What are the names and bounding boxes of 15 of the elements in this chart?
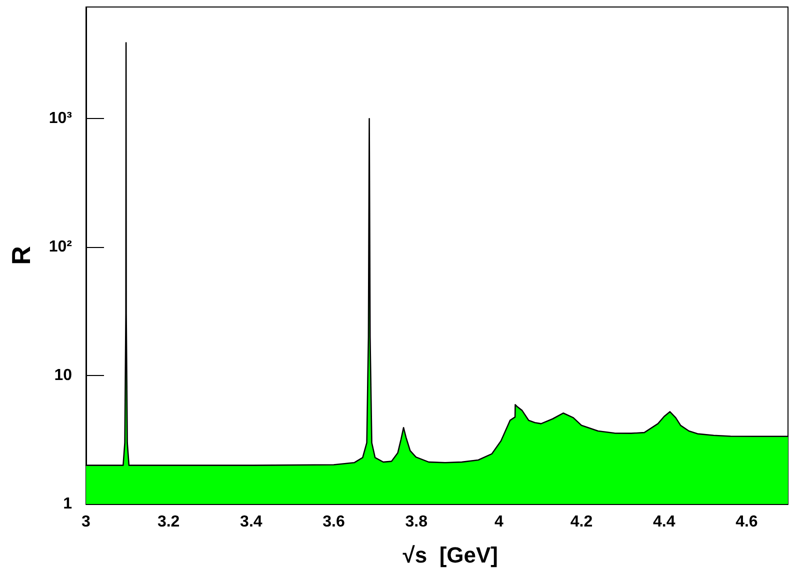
y-tick-label: 1	[63, 496, 72, 512]
x-tick-label: 3.6	[322, 514, 345, 530]
y-tick-label: 10³	[48, 110, 72, 128]
y-axis-title: R	[6, 246, 36, 265]
y-tick-label: 10²	[48, 238, 72, 256]
x-tick-label: 3	[82, 514, 91, 530]
x-tick-label: 3.4	[240, 514, 262, 530]
x-axis-title: √s [GeV]	[402, 542, 498, 568]
x-tick-label: 4.2	[570, 514, 593, 530]
x-tick-label: 4.6	[736, 514, 758, 530]
x-tick-label: 3.8	[405, 514, 428, 530]
y-tick-label: 10	[54, 367, 72, 384]
x-tick-label: 3.2	[157, 514, 180, 530]
x-tick-label: 4	[494, 514, 504, 530]
x-tick-label: 4.4	[652, 514, 676, 530]
